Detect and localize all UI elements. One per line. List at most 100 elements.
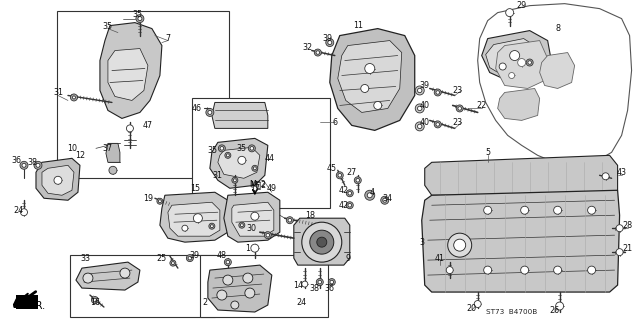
Circle shape [508,73,515,78]
Polygon shape [232,202,274,236]
Text: 24: 24 [13,206,23,215]
Circle shape [346,202,353,209]
Circle shape [434,89,441,96]
Text: 22: 22 [477,101,487,110]
Text: 42: 42 [339,186,349,195]
Circle shape [232,177,238,183]
Text: 14: 14 [293,281,303,290]
Circle shape [336,172,343,179]
Circle shape [418,106,422,111]
Text: 26: 26 [550,306,560,315]
Circle shape [434,121,441,128]
Circle shape [415,104,424,113]
Polygon shape [108,49,148,100]
Polygon shape [486,39,540,76]
Text: 44: 44 [265,154,275,163]
Circle shape [223,275,233,285]
Circle shape [34,161,42,169]
Text: M－2: M－2 [249,180,266,189]
Circle shape [588,266,595,274]
Circle shape [22,163,26,167]
Text: 45: 45 [327,164,337,173]
Circle shape [254,167,256,170]
Circle shape [316,279,323,285]
Circle shape [126,125,133,132]
Circle shape [348,191,352,195]
Text: 48: 48 [217,251,227,260]
Circle shape [317,237,327,247]
Circle shape [251,244,259,252]
Text: 28: 28 [623,221,633,230]
Circle shape [287,217,294,224]
Text: 36: 36 [11,156,21,165]
Circle shape [446,267,453,274]
Text: 15: 15 [190,184,200,193]
Polygon shape [422,190,619,292]
Circle shape [518,59,526,67]
Bar [57,11,229,178]
Text: 18: 18 [305,211,315,220]
Circle shape [328,279,335,285]
Circle shape [233,179,236,182]
Text: 40: 40 [420,118,430,127]
Circle shape [499,63,506,70]
Circle shape [109,166,117,174]
Circle shape [418,124,422,129]
Circle shape [218,145,225,152]
Text: 11: 11 [353,21,363,30]
Circle shape [251,212,259,220]
Text: 27: 27 [347,168,357,177]
Polygon shape [100,23,162,118]
Circle shape [193,214,202,223]
Circle shape [171,262,174,265]
Text: 1: 1 [245,244,250,253]
Circle shape [302,281,307,287]
Circle shape [239,222,245,228]
Circle shape [521,206,529,214]
Circle shape [553,266,562,274]
Text: 39: 39 [190,251,200,260]
Circle shape [138,17,142,20]
Circle shape [249,145,256,152]
Text: 21: 21 [623,244,633,253]
Text: 25: 25 [157,254,167,263]
Polygon shape [160,192,228,242]
Polygon shape [482,31,552,83]
Circle shape [330,280,333,284]
Circle shape [436,123,439,126]
Circle shape [374,101,382,109]
Text: 10: 10 [67,144,77,153]
Text: 36: 36 [325,284,335,292]
Circle shape [316,51,320,54]
Circle shape [616,225,623,232]
Text: 31: 31 [213,171,223,180]
Circle shape [526,59,533,66]
Circle shape [553,206,562,214]
Text: 7: 7 [165,34,171,43]
Text: 16: 16 [90,298,100,307]
Text: 23: 23 [453,86,463,95]
Text: 41: 41 [435,254,444,263]
Circle shape [220,147,224,150]
Circle shape [91,297,98,304]
Circle shape [243,273,253,283]
Circle shape [158,200,162,203]
Circle shape [381,196,389,204]
Text: 35: 35 [236,144,247,153]
Circle shape [348,204,352,207]
Polygon shape [42,165,74,195]
Circle shape [365,190,375,200]
Text: 24: 24 [297,298,307,307]
Circle shape [264,232,271,239]
Polygon shape [338,41,402,112]
Circle shape [226,154,230,157]
Bar [16,295,38,309]
Text: 34: 34 [383,194,392,203]
Circle shape [338,173,342,177]
Polygon shape [218,147,260,178]
Text: 3: 3 [419,238,424,247]
Circle shape [356,179,359,182]
Text: 42: 42 [339,201,349,210]
Text: 32: 32 [303,43,313,52]
Text: M－2: M－2 [250,181,266,190]
